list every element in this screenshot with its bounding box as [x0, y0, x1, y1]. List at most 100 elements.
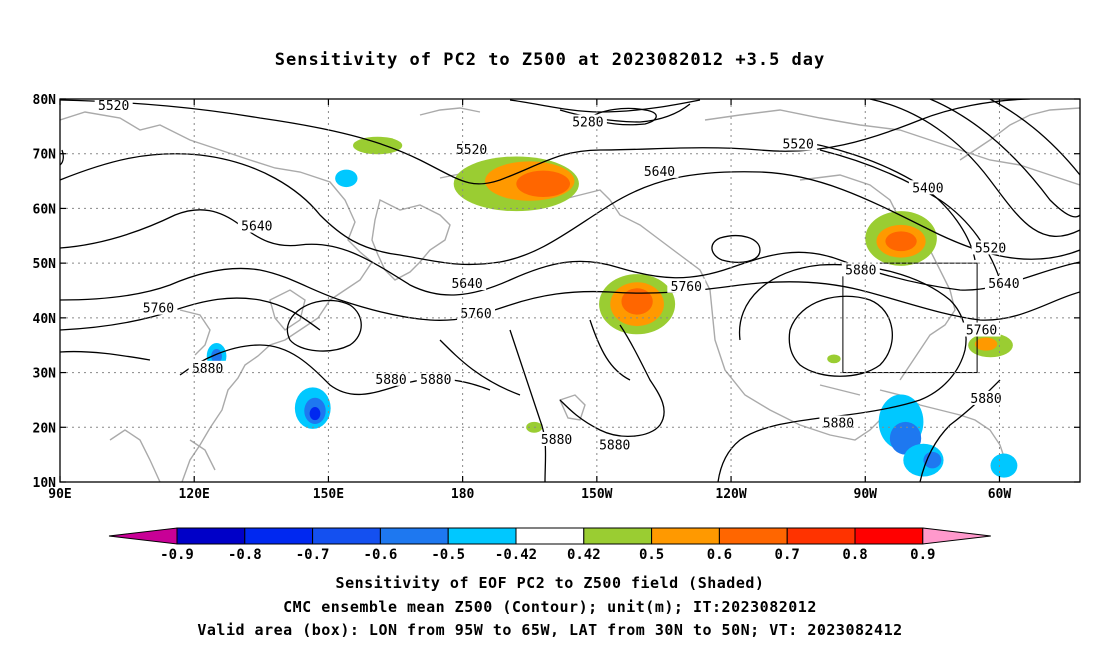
lat-tick-label: 20N — [33, 421, 57, 436]
contour-label: 5640 — [241, 220, 272, 235]
sensitivity-shading-layer — [206, 136, 1018, 478]
colorbar-level-label: 0.8 — [842, 547, 867, 563]
lon-tick-label: 120E — [179, 487, 210, 502]
colorbar-swatch — [176, 527, 246, 545]
contour-label: 5520 — [98, 99, 129, 114]
contour-label-bg — [908, 180, 947, 195]
contour-label: 5400 — [912, 181, 943, 196]
lon-tick-label: 60W — [988, 487, 1012, 502]
valid-area-box — [842, 262, 978, 374]
positive-sensitivity-region — [974, 337, 998, 351]
negative-sensitivity-region — [923, 451, 942, 469]
contour-label-bg — [779, 136, 818, 151]
lon-tick-label: 150W — [581, 487, 612, 502]
map-frame — [59, 98, 1081, 483]
lon-tick-label: 180 — [451, 487, 475, 502]
colorbar-level-label: 0.7 — [775, 547, 800, 563]
colorbar-swatch — [515, 527, 585, 545]
contour-label-bg — [967, 390, 1006, 405]
caption-line-2: CMC ensemble mean Z500 (Contour); unit(m… — [283, 598, 817, 616]
colorbar-min-arrow — [108, 527, 178, 545]
lat-tick-label: 40N — [33, 312, 57, 327]
contour-label-bg — [819, 415, 858, 430]
positive-sensitivity-region — [885, 231, 917, 252]
contour-label: 5520 — [975, 241, 1006, 256]
colorbar-level-label: -0.7 — [296, 547, 330, 563]
contour-label: 5640 — [644, 165, 675, 180]
contour-label-bg — [568, 114, 607, 129]
colorbar-max-arrow — [922, 527, 991, 545]
colorbar-swatch — [718, 527, 788, 545]
contour-label: 5520 — [783, 138, 814, 153]
contour-label: 5760 — [460, 307, 491, 322]
colorbar-level-label: 0.9 — [910, 547, 935, 563]
contour-label: 5880 — [823, 417, 854, 432]
contour-label-bg — [188, 360, 227, 375]
colorbar-level-label: -0.6 — [364, 547, 398, 563]
contour-label-bg — [667, 278, 706, 293]
contour-label-bg — [139, 300, 178, 315]
caption-line-3: Valid area (box): LON from 95W to 65W, L… — [197, 621, 903, 639]
colorbar-swatch — [379, 527, 449, 545]
contour-label: 5760 — [966, 324, 997, 339]
lon-tick-label: 90E — [48, 487, 71, 502]
contour-label: 5640 — [988, 277, 1019, 292]
colorbar-level-label: 0.42 — [567, 547, 601, 563]
lat-tick-label: 50N — [33, 257, 57, 272]
contour-label: 5880 — [192, 362, 223, 377]
positive-sensitivity-region — [353, 136, 403, 155]
colorbar-swatch — [854, 527, 924, 545]
lat-tick-label: 60N — [33, 202, 57, 217]
contour-label-bg — [595, 437, 634, 452]
positive-sensitivity-region — [827, 354, 841, 364]
negative-sensitivity-region — [309, 407, 321, 421]
lat-tick-label: 70N — [33, 148, 57, 163]
colorbar-level-label: -0.5 — [431, 547, 465, 563]
contour-label: 5760 — [671, 280, 702, 295]
colorbar-swatch — [583, 527, 653, 545]
contour-label-bg — [237, 218, 276, 233]
contour-label-bg — [537, 431, 576, 446]
contour-label: 5880 — [420, 373, 451, 388]
contour-label: 5280 — [572, 116, 603, 131]
figure-title: Sensitivity of PC2 to Z500 at 2023082012… — [274, 50, 826, 70]
contour-label-bg — [971, 240, 1010, 255]
contour-label-bg — [372, 371, 411, 386]
contour-label-bg — [841, 262, 880, 277]
colorbar-swatch — [244, 527, 314, 545]
contour-label-layer: 5520 5280 5520 5520 5640 5400 5640 5520 5880 5640… — [94, 99, 1023, 453]
colorbar: -0.9 -0.8 -0.7 -0.6 -0.5 -0.42 0.42 0.5 0.6 0.7 0.… — [108, 527, 991, 563]
lat-tick-label: 80N — [33, 93, 57, 108]
colorbar-swatch — [447, 527, 517, 545]
contour-label-bg — [984, 276, 1023, 291]
contour-label: 5880 — [845, 263, 876, 278]
colorbar-level-label: -0.9 — [160, 547, 194, 563]
contour-label-bg — [448, 276, 487, 291]
contour-label: 5760 — [143, 302, 174, 317]
contour-label: 5880 — [599, 438, 630, 453]
negative-sensitivity-region — [990, 453, 1018, 478]
positive-sensitivity-region — [516, 170, 570, 197]
positive-sensitivity-region — [621, 288, 653, 315]
contour-label: 5640 — [451, 277, 482, 292]
contour-label-bg — [640, 163, 679, 178]
colorbar-level-label: -0.8 — [228, 547, 262, 563]
colorbar-level-label: -0.42 — [495, 547, 537, 563]
colorbar-swatch — [651, 527, 720, 545]
negative-sensitivity-region — [335, 169, 358, 188]
contour-label-bg — [452, 141, 491, 156]
colorbar-level-label: 0.6 — [707, 547, 732, 563]
colorbar-swatch — [312, 527, 381, 545]
contour-label: 5880 — [541, 433, 572, 448]
lon-tick-label: 150E — [313, 487, 344, 502]
contour-label-bg — [416, 371, 455, 386]
colorbar-swatch — [786, 527, 856, 545]
contour-label: 5880 — [375, 373, 406, 388]
contour-label-bg — [962, 322, 1001, 337]
contour-label: 5880 — [970, 392, 1001, 407]
contour-label-bg — [94, 99, 133, 113]
lon-tick-label: 90W — [854, 487, 878, 502]
contour-label-bg — [457, 306, 496, 321]
